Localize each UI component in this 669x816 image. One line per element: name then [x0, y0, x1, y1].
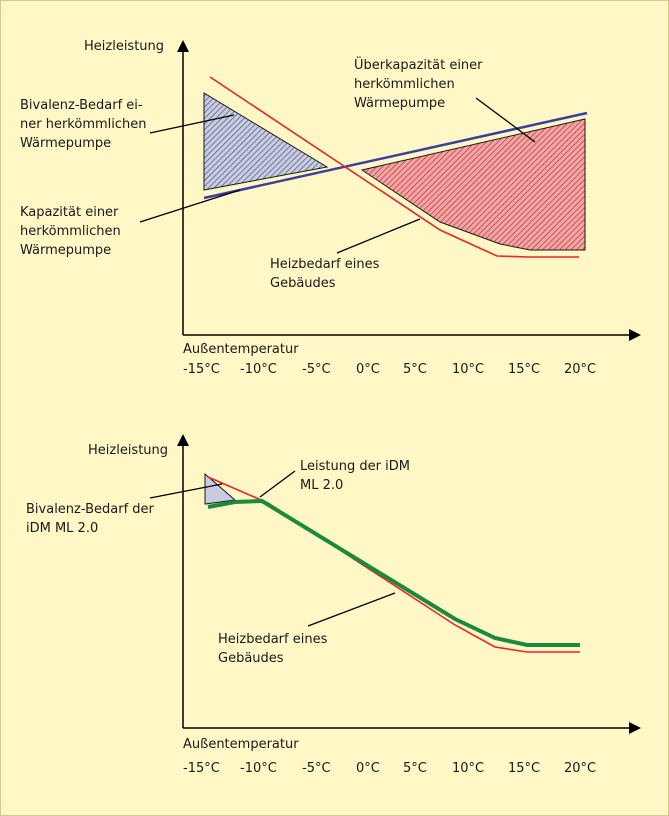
- top-tick-label: 20°C: [564, 362, 596, 377]
- top-capacity-annotation: Kapazität einer herkömmlichen Wärmepumpe: [20, 189, 241, 258]
- annotation-line: Leistung der iDM: [300, 459, 410, 474]
- bottom-tick-label: -5°C: [302, 761, 331, 776]
- bottom-tick-label: 15°C: [508, 761, 540, 776]
- leader-line: [259, 470, 296, 498]
- bottom-performance-annotation: Leistung der iDM ML 2.0: [259, 459, 410, 498]
- annotation-line: Bivalenz-Bedarf ei-: [20, 98, 143, 113]
- bottom-tick-label: -10°C: [240, 761, 277, 776]
- top-x-ticks: -15°C -10°C -5°C 0°C 5°C 10°C 15°C 20°C: [183, 362, 596, 377]
- bottom-tick-label: 5°C: [403, 761, 427, 776]
- annotation-line: herkömmlichen: [20, 224, 121, 239]
- bottom-chart: Heizleistung Außentemperatur -15°C -10°C…: [26, 434, 641, 776]
- top-tick-label: 5°C: [403, 362, 427, 377]
- top-tick-label: -15°C: [183, 362, 220, 377]
- top-tick-label: -10°C: [240, 362, 277, 377]
- leader-line: [149, 483, 223, 499]
- annotation-line: herkömmlichen: [354, 77, 455, 92]
- annotation-line: Heizbedarf eines: [270, 257, 380, 272]
- annotation-line: ner herkömmlichen: [20, 117, 147, 132]
- leader-line: [139, 189, 241, 223]
- top-bivalence-area: [203, 92, 329, 191]
- top-demand-line: [209, 76, 579, 258]
- bottom-idm-line: [207, 498, 580, 647]
- annotation-line: Wärmepumpe: [354, 96, 445, 111]
- leader-line: [149, 114, 235, 134]
- top-overcapacity-annotation: Überkapazität einer herkömmlichen Wärmep…: [354, 56, 536, 143]
- annotation-line: Kapazität einer: [20, 205, 119, 220]
- top-tick-label: 10°C: [452, 362, 484, 377]
- annotation-line: Überkapazität einer: [354, 56, 483, 73]
- bottom-tick-label: 20°C: [564, 761, 596, 776]
- top-x-axis-label: Außentemperatur: [183, 342, 299, 357]
- annotation-line: Wärmepumpe: [20, 243, 111, 258]
- leader-line: [475, 97, 536, 143]
- annotation-line: Gebäudes: [270, 276, 336, 291]
- leader-line: [307, 592, 396, 627]
- annotation-line: Gebäudes: [218, 651, 284, 666]
- top-overcapacity-area: [360, 118, 586, 251]
- bottom-bivalence-area: [204, 472, 237, 505]
- top-bivalence-annotation: Bivalenz-Bedarf ei- ner herkömmlichen Wä…: [20, 98, 235, 151]
- bottom-x-ticks: -15°C -10°C -5°C 0°C 5°C 10°C 15°C 20°C: [183, 761, 596, 776]
- bottom-bivalence-annotation: Bivalenz-Bedarf der iDM ML 2.0: [26, 483, 223, 536]
- top-tick-label: -5°C: [302, 362, 331, 377]
- annotation-line: iDM ML 2.0: [26, 521, 98, 536]
- top-chart: Heizleistung Außentemperatur -15°C -10°C…: [20, 39, 641, 377]
- annotation-line: Heizbedarf eines: [218, 632, 328, 647]
- bottom-x-axis-label: Außentemperatur: [183, 737, 299, 752]
- top-y-axis-label: Heizleistung: [84, 39, 164, 54]
- annotation-line: ML 2.0: [300, 478, 343, 493]
- bottom-tick-label: 10°C: [452, 761, 484, 776]
- top-demand-annotation: Heizbedarf eines Gebäudes: [270, 218, 421, 291]
- annotation-line: Wärmepumpe: [20, 136, 111, 151]
- top-capacity-line: [203, 111, 588, 200]
- bottom-demand-annotation: Heizbedarf eines Gebäudes: [218, 592, 396, 666]
- annotation-line: Bivalenz-Bedarf der: [26, 502, 155, 517]
- top-tick-label: 0°C: [356, 362, 380, 377]
- top-tick-label: 15°C: [508, 362, 540, 377]
- bottom-tick-label: -15°C: [183, 761, 220, 776]
- bottom-demand-line: [207, 476, 580, 653]
- leader-line: [336, 218, 421, 254]
- bottom-tick-label: 0°C: [356, 761, 380, 776]
- bottom-y-axis-label: Heizleistung: [88, 443, 168, 458]
